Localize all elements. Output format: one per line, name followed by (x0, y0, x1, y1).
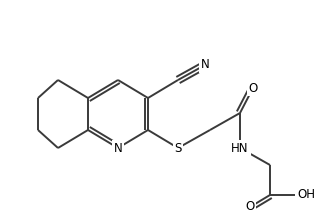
Text: S: S (174, 141, 182, 154)
Text: O: O (248, 81, 258, 95)
Text: O: O (245, 200, 255, 213)
Text: N: N (114, 141, 123, 154)
Text: OH: OH (297, 189, 315, 202)
Text: N: N (201, 59, 209, 71)
Text: HN: HN (231, 141, 249, 154)
